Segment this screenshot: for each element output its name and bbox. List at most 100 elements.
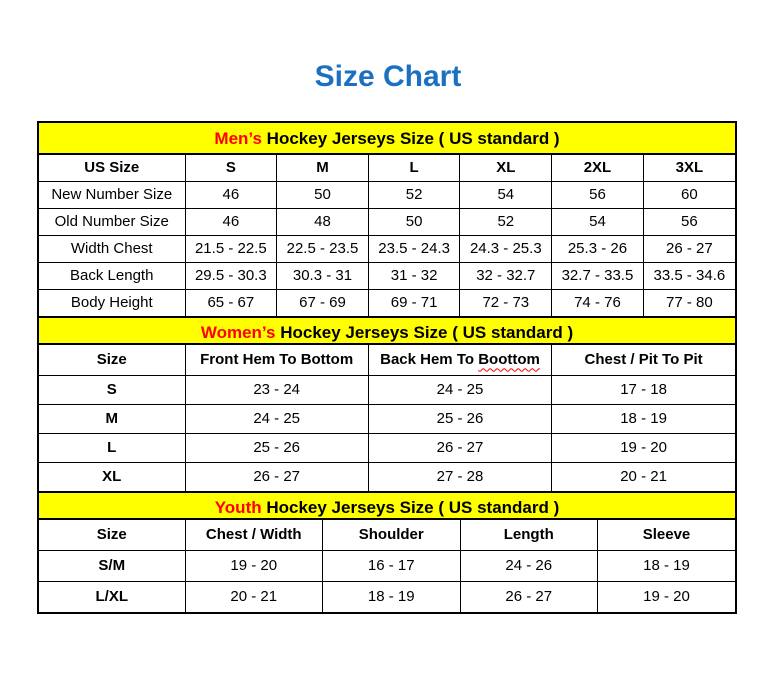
youth-header-shoulder: Shoulder <box>322 520 461 551</box>
youth-value-cell: 19 - 20 <box>597 580 735 612</box>
page-title: Size Chart <box>314 60 462 93</box>
womens-size-table: Size Front Hem To Bottom Back Hem To Boo… <box>39 345 735 491</box>
mens-value-cell: 60 <box>642 180 735 209</box>
mens-header-row: US Size S M L XL 2XL 3XL <box>39 155 735 182</box>
youth-banner-text: Hockey Jerseys Size ( US standard ) <box>261 498 560 517</box>
womens-value-cell: 24 - 25 <box>184 403 369 434</box>
womens-header-chest-pit: Chest / Pit To Pit <box>551 345 735 376</box>
womens-row-s: S 23 - 24 24 - 25 17 - 18 <box>39 374 735 405</box>
womens-banner-highlight: Women’s <box>200 323 276 342</box>
mens-value-cell: 32.7 - 33.5 <box>551 261 644 290</box>
mens-section-banner: Men’s Hockey Jerseys Size ( US standard … <box>39 123 735 155</box>
mens-value-cell: 52 <box>367 180 461 209</box>
size-chart-container: Men’s Hockey Jerseys Size ( US standard … <box>37 121 737 614</box>
mens-row-back-length: Back Length 29.5 - 30.3 30.3 - 31 31 - 3… <box>39 261 735 290</box>
mens-value-cell: 29.5 - 30.3 <box>184 261 278 290</box>
womens-value-cell: 26 - 27 <box>367 432 553 463</box>
mens-header-s: S <box>184 155 278 182</box>
womens-row-xl: XL 26 - 27 27 - 28 20 - 21 <box>39 461 735 491</box>
mens-row-label: New Number Size <box>39 180 186 209</box>
youth-value-cell: 18 - 19 <box>322 580 461 612</box>
youth-value-cell: 18 - 19 <box>597 549 735 582</box>
womens-value-cell: 18 - 19 <box>551 403 735 434</box>
mens-size-table: US Size S M L XL 2XL 3XL New Number Size… <box>39 155 735 316</box>
mens-value-cell: 67 - 69 <box>276 288 369 316</box>
mens-value-cell: 24.3 - 25.3 <box>459 234 553 263</box>
mens-value-cell: 52 <box>459 207 553 236</box>
womens-row-label: S <box>39 374 186 405</box>
youth-value-cell: 24 - 26 <box>459 549 598 582</box>
mens-header-xl: XL <box>459 155 553 182</box>
mens-row-width-chest: Width Chest 21.5 - 22.5 22.5 - 23.5 23.5… <box>39 234 735 263</box>
womens-row-label: XL <box>39 461 186 491</box>
womens-header-size: Size <box>39 345 186 376</box>
youth-value-cell: 26 - 27 <box>459 580 598 612</box>
mens-value-cell: 32 - 32.7 <box>459 261 553 290</box>
mens-row-old-number-size: Old Number Size 46 48 50 52 54 56 <box>39 207 735 236</box>
youth-header-row: Size Chest / Width Shoulder Length Sleev… <box>39 520 735 551</box>
womens-value-cell: 25 - 26 <box>184 432 369 463</box>
mens-value-cell: 21.5 - 22.5 <box>184 234 278 263</box>
youth-header-length: Length <box>459 520 598 551</box>
mens-value-cell: 54 <box>459 180 553 209</box>
youth-size-table: Size Chest / Width Shoulder Length Sleev… <box>39 520 735 612</box>
mens-value-cell: 23.5 - 24.3 <box>367 234 461 263</box>
mens-header-2xl: 2XL <box>551 155 644 182</box>
youth-row-label: S/M <box>39 549 186 582</box>
mens-row-body-height: Body Height 65 - 67 67 - 69 69 - 71 72 -… <box>39 288 735 316</box>
youth-banner-highlight: Youth <box>214 498 262 517</box>
youth-row-sm: S/M 19 - 20 16 - 17 24 - 26 18 - 19 <box>39 549 735 582</box>
mens-value-cell: 77 - 80 <box>642 288 735 316</box>
mens-value-cell: 65 - 67 <box>184 288 278 316</box>
womens-value-cell: 19 - 20 <box>551 432 735 463</box>
mens-value-cell: 22.5 - 23.5 <box>276 234 369 263</box>
womens-value-cell: 23 - 24 <box>184 374 369 405</box>
womens-header-back-hem: Back Hem To Boottom <box>367 345 553 376</box>
mens-value-cell: 50 <box>276 180 369 209</box>
mens-value-cell: 46 <box>184 180 278 209</box>
youth-header-chest-width: Chest / Width <box>184 520 323 551</box>
mens-value-cell: 50 <box>367 207 461 236</box>
mens-value-cell: 69 - 71 <box>367 288 461 316</box>
mens-value-cell: 56 <box>551 180 644 209</box>
youth-row-label: L/XL <box>39 580 186 612</box>
mens-row-label: Back Length <box>39 261 186 290</box>
youth-value-cell: 16 - 17 <box>322 549 461 582</box>
mens-row-new-number-size: New Number Size 46 50 52 54 56 60 <box>39 180 735 209</box>
womens-header-row: Size Front Hem To Bottom Back Hem To Boo… <box>39 345 735 376</box>
mens-row-label: Body Height <box>39 288 186 316</box>
mens-banner-text: Hockey Jerseys Size ( US standard ) <box>261 129 560 148</box>
womens-value-cell: 26 - 27 <box>184 461 369 491</box>
mens-value-cell: 72 - 73 <box>459 288 553 316</box>
womens-row-m: M 24 - 25 25 - 26 18 - 19 <box>39 403 735 434</box>
mens-value-cell: 74 - 76 <box>551 288 644 316</box>
mens-header-m: M <box>276 155 369 182</box>
mens-header-3xl: 3XL <box>642 155 735 182</box>
youth-header-sleeve: Sleeve <box>597 520 735 551</box>
mens-value-cell: 48 <box>276 207 369 236</box>
youth-value-cell: 20 - 21 <box>184 580 323 612</box>
mens-value-cell: 33.5 - 34.6 <box>642 261 735 290</box>
mens-row-label: Old Number Size <box>39 207 186 236</box>
mens-value-cell: 31 - 32 <box>367 261 461 290</box>
youth-row-lxl: L/XL 20 - 21 18 - 19 26 - 27 19 - 20 <box>39 580 735 612</box>
mens-header-us-size: US Size <box>39 155 186 182</box>
youth-section-banner: Youth Hockey Jerseys Size ( US standard … <box>39 491 735 520</box>
mens-value-cell: 54 <box>551 207 644 236</box>
mens-value-cell: 26 - 27 <box>642 234 735 263</box>
mens-header-l: L <box>367 155 461 182</box>
womens-row-l: L 25 - 26 26 - 27 19 - 20 <box>39 432 735 463</box>
mens-value-cell: 25.3 - 26 <box>551 234 644 263</box>
mens-value-cell: 56 <box>642 207 735 236</box>
womens-section-banner: Women’s Hockey Jerseys Size ( US standar… <box>39 316 735 345</box>
mens-value-cell: 46 <box>184 207 278 236</box>
mens-value-cell: 30.3 - 31 <box>276 261 369 290</box>
womens-value-cell: 20 - 21 <box>551 461 735 491</box>
womens-value-cell: 17 - 18 <box>551 374 735 405</box>
womens-header-misspelled-word: Boottom <box>478 351 540 369</box>
womens-header-back-hem-prefix: Back Hem To <box>380 351 475 369</box>
womens-value-cell: 24 - 25 <box>367 374 553 405</box>
mens-banner-highlight: Men’s <box>214 129 262 148</box>
womens-row-label: L <box>39 432 186 463</box>
womens-row-label: M <box>39 403 186 434</box>
